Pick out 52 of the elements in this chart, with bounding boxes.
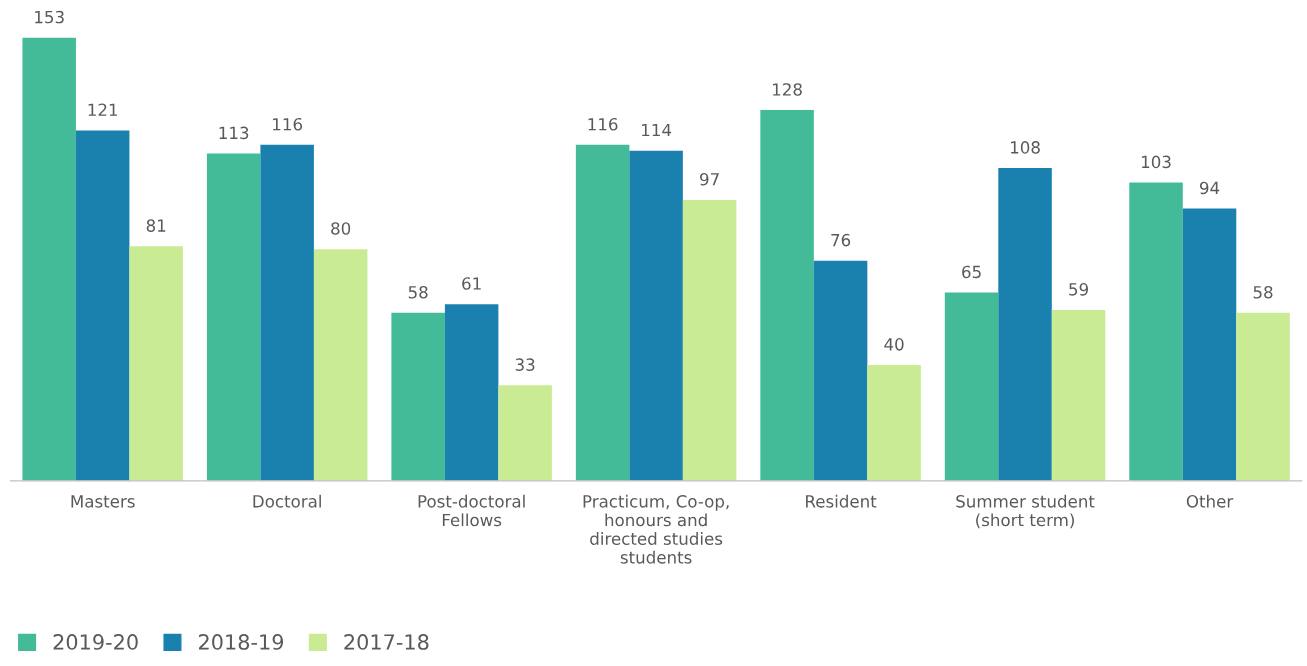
data-label: 33 bbox=[515, 358, 535, 371]
data-label: 116 bbox=[273, 117, 303, 131]
data-label: 76 bbox=[831, 233, 851, 247]
bar bbox=[498, 385, 552, 481]
data-label: 80 bbox=[331, 222, 351, 235]
bar bbox=[1129, 182, 1183, 481]
data-label: 58 bbox=[1253, 285, 1273, 299]
bar bbox=[75, 130, 130, 481]
bar bbox=[444, 304, 499, 481]
x-tick-label: Doctoral bbox=[253, 494, 321, 508]
legend-label: 2017-18 bbox=[344, 634, 429, 650]
bar bbox=[867, 365, 921, 481]
bar bbox=[391, 312, 445, 481]
bar bbox=[682, 199, 737, 481]
bar bbox=[1236, 312, 1290, 481]
data-label: 108 bbox=[1010, 141, 1040, 154]
x-tick-label: Masters bbox=[71, 495, 135, 508]
data-label: 61 bbox=[462, 277, 481, 290]
data-label: 114 bbox=[642, 123, 672, 137]
bar bbox=[1051, 309, 1106, 481]
x-tick-label: Other bbox=[1186, 494, 1234, 508]
data-label: 97 bbox=[700, 172, 719, 186]
bar bbox=[629, 150, 683, 481]
data-label: 121 bbox=[88, 103, 118, 116]
bar bbox=[944, 292, 999, 481]
bar bbox=[206, 153, 261, 481]
bar bbox=[813, 260, 868, 481]
legend-label: 2018-19 bbox=[198, 634, 284, 650]
data-label: 113 bbox=[219, 126, 249, 140]
data-label: 103 bbox=[1141, 155, 1171, 169]
bar bbox=[260, 144, 314, 481]
bar bbox=[575, 144, 630, 481]
x-tick-label: Post-doctoral Fellows bbox=[418, 494, 525, 527]
x-tick-label: Summer student (short term) bbox=[956, 494, 1095, 529]
data-label: 59 bbox=[1069, 283, 1088, 296]
data-label: 81 bbox=[146, 219, 166, 232]
data-label: 94 bbox=[1199, 181, 1220, 195]
x-tick-label: Resident bbox=[806, 494, 877, 508]
x-tick-label: Practicum, Co-op, honours and directed studies students bbox=[583, 494, 729, 564]
data-label: 40 bbox=[884, 338, 904, 351]
bar bbox=[22, 37, 76, 481]
data-label: 153 bbox=[35, 10, 64, 24]
data-label: 128 bbox=[773, 83, 802, 96]
bar bbox=[998, 168, 1052, 481]
data-label: 58 bbox=[408, 285, 428, 299]
data-label: 116 bbox=[588, 117, 618, 131]
bar bbox=[760, 110, 814, 481]
bar bbox=[129, 246, 183, 481]
bar bbox=[313, 249, 368, 481]
legend-label: 2019-20 bbox=[53, 634, 138, 650]
bar bbox=[1182, 208, 1237, 481]
data-label: 65 bbox=[962, 265, 981, 279]
